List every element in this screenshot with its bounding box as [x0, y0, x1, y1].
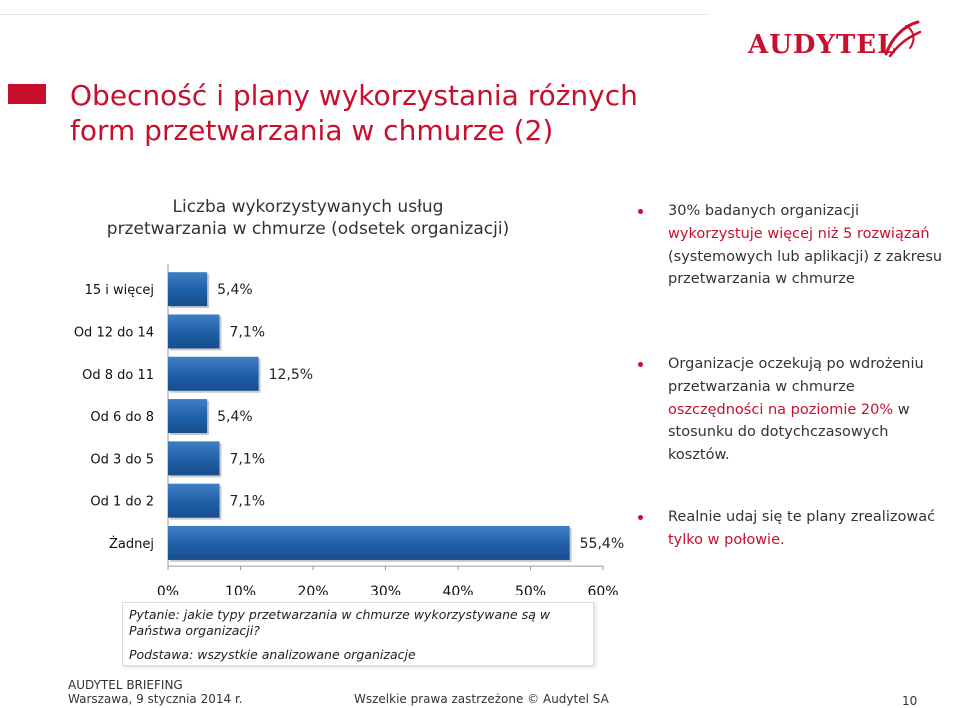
bullet-2-text: Organizacje oczekują po wdrożeniu przetw…	[668, 353, 950, 467]
bullet-2-highlight: oszczędności na poziomie 20%	[668, 401, 894, 418]
bullet-2-part-3: w stosunku do dotychczasowych kosztów.	[668, 401, 910, 464]
audytel-logo: AUDYTEL	[748, 18, 928, 62]
bullet-2-part-1: Organizacje oczekują po wdrożeniu przetw…	[668, 356, 924, 395]
category-label: Żadnej	[109, 536, 154, 552]
footer-date: Warszawa, 9 stycznia 2014 r.	[68, 692, 243, 706]
data-label: 7,1%	[229, 324, 265, 340]
x-tick-label: 0%	[157, 584, 179, 595]
bullet-1-highlight: wykorzystuje więcej niż 5 rozwiązań	[668, 225, 930, 242]
x-tick-label: 30%	[370, 584, 401, 595]
category-label: Od 6 do 8	[90, 410, 154, 425]
bullet-dot-icon	[638, 362, 643, 367]
category-label: 15 i więcej	[85, 283, 154, 298]
data-label: 5,4%	[217, 409, 253, 425]
bar	[168, 356, 259, 391]
bullet-dot-icon	[638, 515, 643, 520]
chart-title: Liczba wykorzystywanych usług przetwarza…	[88, 196, 528, 240]
bar	[168, 441, 220, 476]
title-line-1: Obecność i plany wykorzystania różnych	[70, 79, 638, 112]
x-tick-label: 60%	[587, 584, 618, 595]
bullet-3-highlight: tylko w połowie.	[668, 531, 785, 548]
footer-brand: AUDYTEL BRIEFING	[68, 678, 183, 692]
bar	[168, 272, 208, 307]
bullet-2: Organizacje oczekują po wdrożeniu przetw…	[638, 353, 950, 467]
page-number: 10	[902, 694, 918, 708]
x-tick-label: 10%	[225, 584, 256, 595]
footer-copyright: Wszelkie prawa zastrzeżone © Audytel SA	[354, 692, 609, 706]
data-label: 55,4%	[580, 536, 624, 552]
title-marker	[8, 84, 46, 104]
category-label: Od 8 do 11	[82, 368, 154, 383]
data-label: 5,4%	[217, 282, 253, 298]
data-label: 7,1%	[229, 494, 265, 510]
bar	[168, 314, 220, 349]
bullet-dot-icon	[638, 209, 643, 214]
logo-swirl-icon	[884, 20, 922, 58]
bullet-3: Realnie udaj się te plany zrealizować ty…	[638, 506, 950, 552]
x-tick-label: 40%	[442, 584, 473, 595]
bullet-1-text: 30% badanych organizacji wykorzystuje wi…	[668, 200, 950, 291]
bar	[168, 525, 570, 560]
bar	[168, 399, 208, 434]
survey-base: Podstawa: wszystkie analizowane organiza…	[129, 647, 416, 662]
chart-title-line-2: przetwarzania w chmurze (odsetek organiz…	[106, 219, 510, 239]
bullet-1-part-1: 30% badanych organizacji	[668, 203, 859, 219]
category-label: Od 12 do 14	[74, 325, 154, 340]
bullet-3-part-1: Realnie udaj się te plany zrealizować	[668, 509, 936, 525]
x-tick-label: 50%	[515, 584, 546, 595]
bullet-1-part-3: (systemowych lub aplikacji) z zakresu pr…	[668, 248, 943, 288]
category-label: Od 3 do 5	[90, 452, 154, 467]
title-line-2: form przetwarzania w chmurze (2)	[70, 114, 554, 147]
logo-wordmark: AUDYTEL	[748, 30, 897, 60]
category-label: Od 1 do 2	[90, 495, 154, 510]
survey-note: Pytanie: jakie typy przetwarzania w chmu…	[122, 602, 594, 666]
bullet-1: 30% badanych organizacji wykorzystuje wi…	[638, 200, 950, 291]
slide-title: Obecność i plany wykorzystania różnych f…	[70, 78, 710, 148]
survey-question: Pytanie: jakie typy przetwarzania w chmu…	[129, 607, 551, 638]
top-rule	[0, 0, 708, 15]
data-label: 7,1%	[229, 451, 265, 467]
bar	[168, 483, 220, 518]
chart-title-line-1: Liczba wykorzystywanych usług	[172, 197, 444, 217]
services-count-bar-chart: 0% 10% 20% 30% 40% 50% 60% 15 i więcej 5,4% Od 12…	[74, 264, 624, 595]
data-label: 12,5%	[269, 367, 313, 383]
x-tick-label: 20%	[297, 584, 328, 595]
bullet-3-text: Realnie udaj się te plany zrealizować ty…	[668, 506, 950, 552]
